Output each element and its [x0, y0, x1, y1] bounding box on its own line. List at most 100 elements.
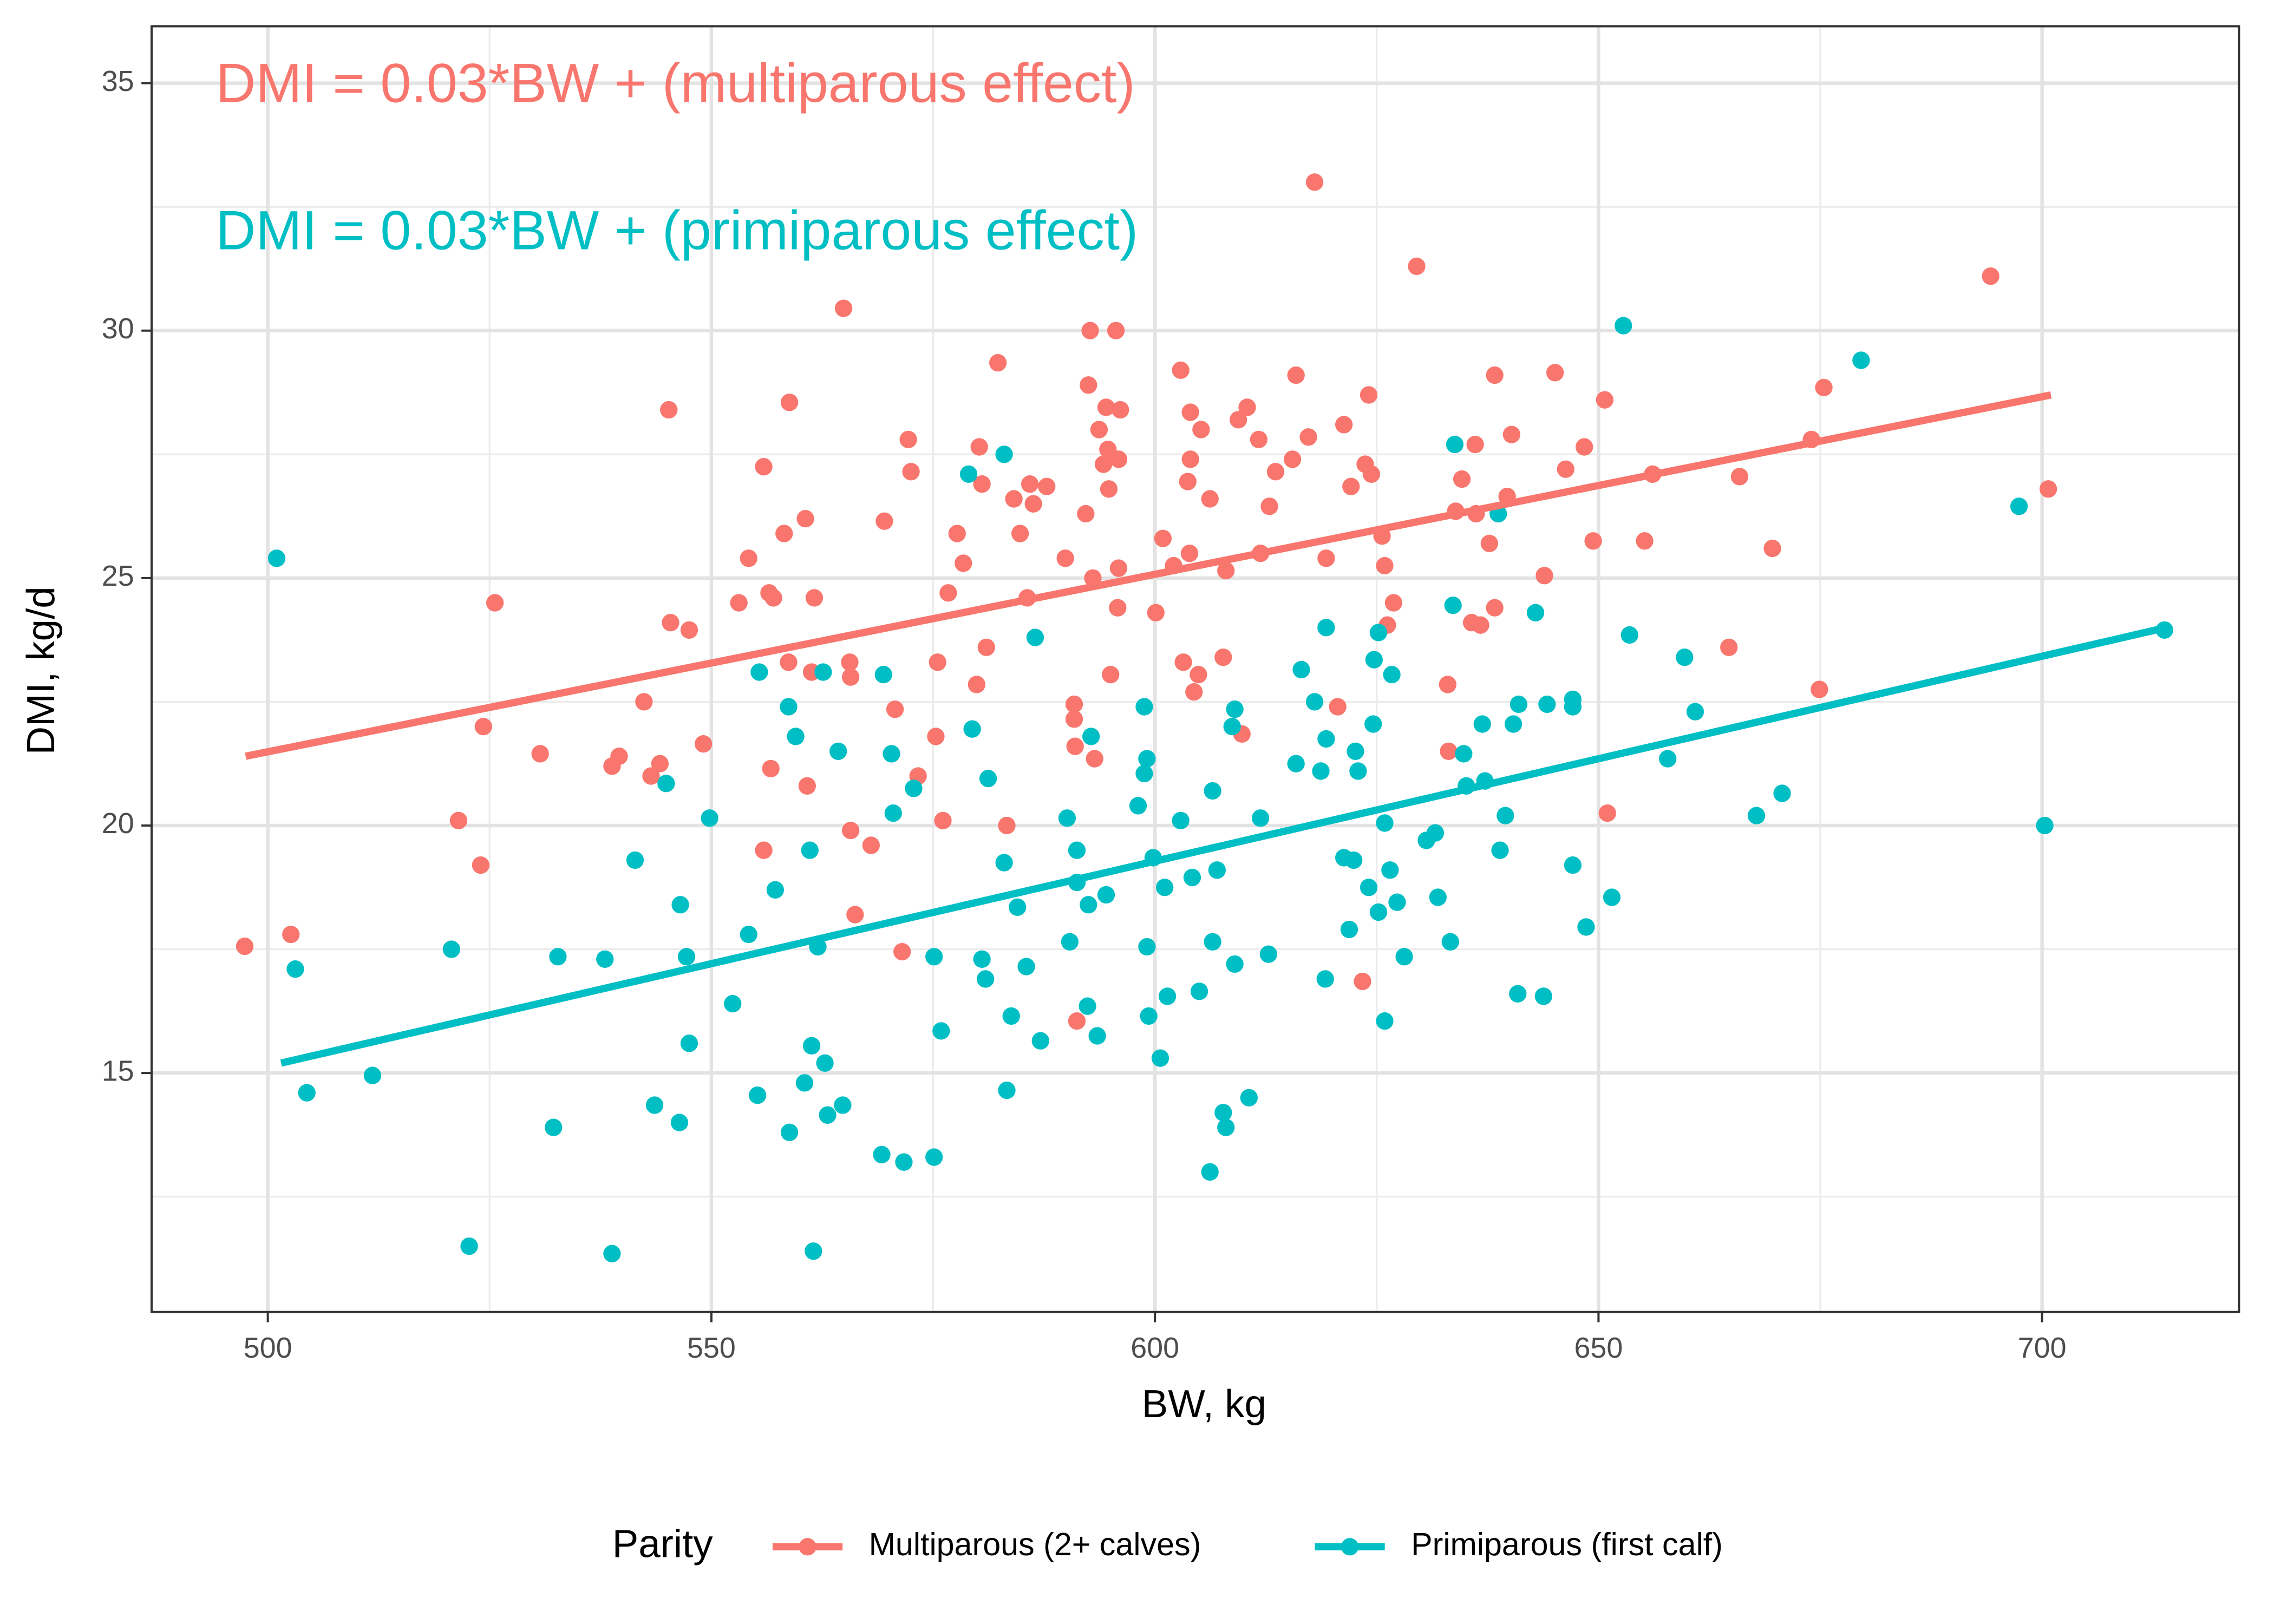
point — [1383, 665, 1401, 684]
point — [1384, 594, 1403, 612]
annotation: DMI = 0.03*BW + (primiparous effect) — [215, 199, 1138, 261]
point — [1102, 665, 1120, 684]
point — [814, 663, 832, 681]
point — [596, 950, 614, 968]
point — [1535, 567, 1553, 585]
point — [886, 700, 904, 718]
point — [1292, 660, 1310, 679]
point — [1011, 525, 1029, 542]
point — [1192, 421, 1210, 438]
point — [977, 970, 995, 988]
point — [460, 1237, 478, 1255]
point — [1472, 616, 1489, 634]
point — [1086, 750, 1103, 768]
point — [1024, 495, 1042, 513]
point — [1408, 257, 1426, 276]
point — [1181, 450, 1199, 468]
point — [1429, 888, 1447, 906]
point — [1982, 267, 1999, 285]
point — [1546, 364, 1564, 382]
point — [1354, 972, 1371, 991]
point — [899, 430, 917, 449]
point — [1811, 680, 1828, 698]
point — [1283, 450, 1302, 468]
point — [1564, 698, 1582, 716]
y-tick-label: 15 — [102, 1055, 134, 1087]
point — [545, 1118, 563, 1136]
point — [775, 525, 793, 542]
point — [1180, 544, 1199, 562]
point — [1852, 351, 1870, 369]
point — [862, 836, 880, 854]
point — [989, 354, 1007, 372]
x-tick-label: 650 — [1574, 1332, 1623, 1364]
point — [796, 509, 814, 528]
legend-label: Primiparous (first calf) — [1411, 1526, 1723, 1562]
point — [286, 960, 304, 978]
point — [1395, 948, 1413, 966]
point — [795, 1074, 814, 1092]
point — [1287, 755, 1305, 772]
fit-line — [280, 624, 2167, 1067]
point — [1720, 638, 1738, 657]
point — [1217, 1118, 1235, 1136]
point — [1100, 480, 1118, 498]
point — [549, 948, 567, 966]
point — [1201, 1163, 1219, 1181]
point — [883, 745, 900, 763]
point — [1491, 841, 1509, 859]
point — [1240, 1089, 1258, 1106]
plot-area — [236, 173, 2173, 1262]
point — [893, 942, 911, 961]
point — [801, 841, 819, 859]
y-axis-title: DMI, kg/d — [19, 586, 63, 755]
point — [846, 906, 864, 924]
point — [1172, 811, 1190, 830]
point — [841, 668, 860, 686]
point — [610, 747, 628, 765]
point — [927, 728, 945, 745]
point — [1158, 987, 1177, 1005]
point — [1147, 604, 1165, 622]
point — [1376, 1012, 1394, 1030]
point — [1317, 730, 1335, 748]
point — [671, 896, 689, 914]
point — [1094, 455, 1113, 473]
point — [1577, 918, 1595, 936]
point — [1603, 888, 1621, 906]
point — [998, 816, 1016, 835]
point — [694, 735, 713, 753]
point — [780, 653, 798, 671]
point — [1017, 958, 1035, 975]
point — [805, 589, 824, 607]
point — [1090, 421, 1108, 438]
point — [282, 925, 300, 944]
point — [1287, 366, 1305, 384]
point — [1376, 814, 1394, 832]
point — [1596, 391, 1614, 409]
point — [1226, 700, 1244, 718]
point — [2039, 480, 2057, 498]
grid — [152, 26, 2239, 1312]
legend-key-point — [799, 1538, 816, 1556]
point — [780, 394, 799, 411]
point — [1238, 398, 1256, 416]
point — [1480, 534, 1499, 553]
point — [1557, 460, 1574, 478]
point — [1360, 386, 1378, 404]
point — [1299, 428, 1317, 446]
fit-line — [245, 391, 2052, 760]
point — [1266, 463, 1285, 481]
point — [1204, 933, 1221, 951]
point — [1510, 695, 1528, 713]
point — [834, 1096, 852, 1114]
point — [1620, 626, 1638, 644]
point — [998, 1081, 1016, 1099]
point — [1230, 411, 1247, 429]
point — [762, 759, 780, 778]
point — [829, 742, 847, 761]
point — [442, 940, 460, 958]
point — [2036, 816, 2054, 835]
point — [1486, 599, 1504, 617]
point — [1598, 804, 1616, 822]
